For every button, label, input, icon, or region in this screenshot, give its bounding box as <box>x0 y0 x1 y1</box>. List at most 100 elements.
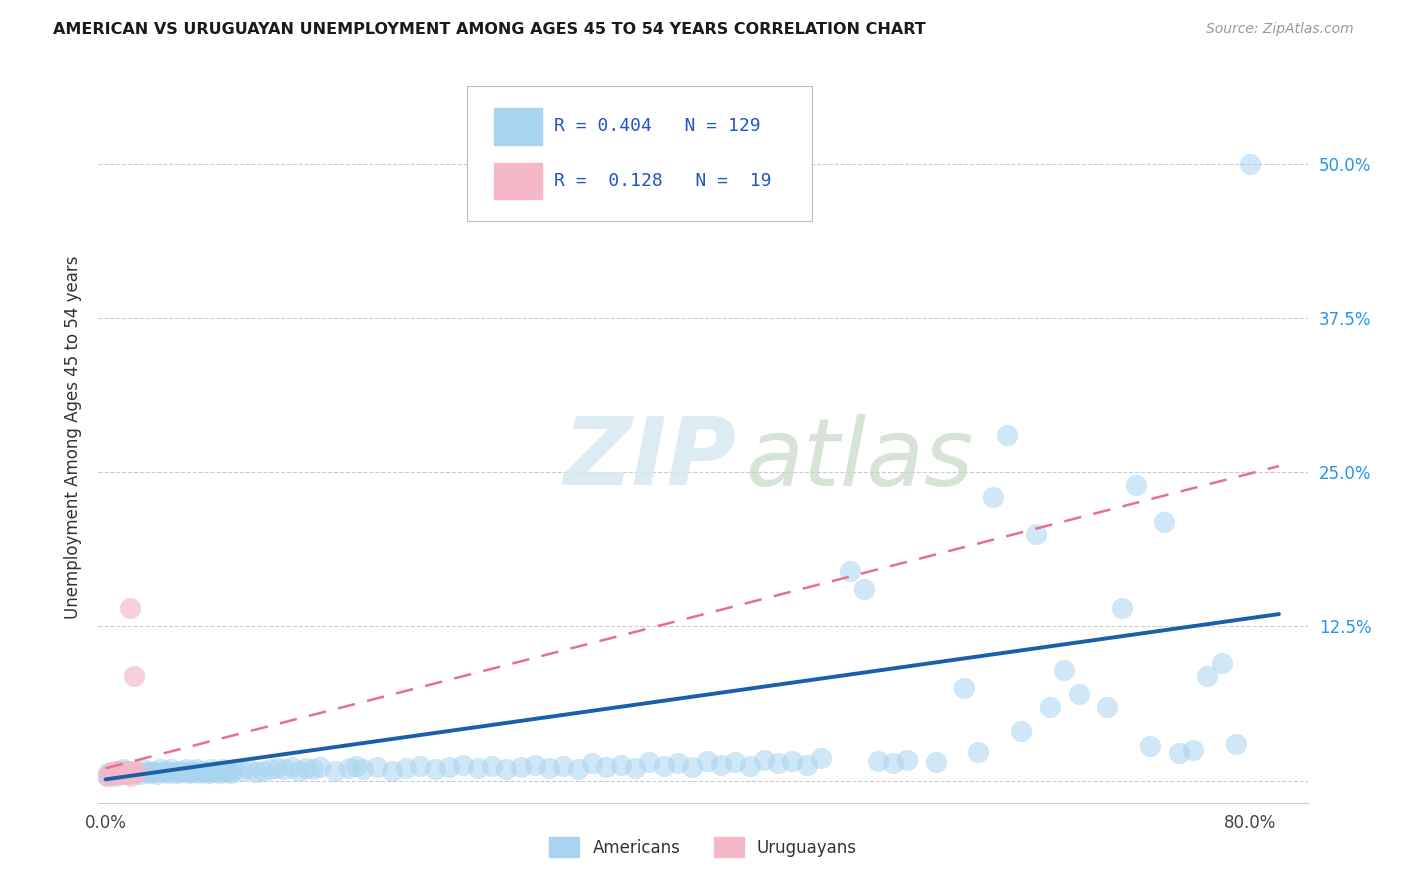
Point <box>105 767 128 781</box>
Point <box>218 764 240 778</box>
Point <box>186 763 208 777</box>
Point <box>538 761 561 775</box>
Point <box>117 764 139 778</box>
Point <box>117 767 139 781</box>
Point <box>337 761 360 775</box>
Point <box>118 601 141 615</box>
Point <box>135 764 157 779</box>
Point <box>509 760 531 774</box>
Point <box>98 767 121 781</box>
Point <box>108 764 131 779</box>
Point <box>1067 687 1090 701</box>
Point <box>120 769 142 783</box>
Point <box>1182 743 1205 757</box>
Text: AMERICAN VS URUGUAYAN UNEMPLOYMENT AMONG AGES 45 TO 54 YEARS CORRELATION CHART: AMERICAN VS URUGUAYAN UNEMPLOYMENT AMONG… <box>53 22 927 37</box>
Point <box>710 757 733 772</box>
Point <box>995 428 1018 442</box>
Point <box>115 764 138 778</box>
Point <box>157 766 180 780</box>
Point <box>681 760 703 774</box>
Point <box>1053 663 1076 677</box>
Point <box>366 760 388 774</box>
Point <box>101 767 124 781</box>
Point <box>302 763 325 777</box>
Point <box>191 764 214 778</box>
Point <box>177 766 200 780</box>
Point <box>344 759 367 773</box>
Point <box>96 769 118 783</box>
Point <box>581 756 603 771</box>
Point <box>724 755 747 769</box>
Point <box>553 759 575 773</box>
Point <box>259 763 281 777</box>
Point <box>188 766 211 780</box>
Text: Source: ZipAtlas.com: Source: ZipAtlas.com <box>1206 22 1354 37</box>
Text: atlas: atlas <box>745 414 973 505</box>
Point <box>172 764 194 779</box>
Point <box>103 766 125 780</box>
FancyBboxPatch shape <box>494 163 543 200</box>
Point <box>125 764 148 779</box>
Point <box>738 759 761 773</box>
Point <box>1025 527 1047 541</box>
Point <box>1125 477 1147 491</box>
Point <box>810 751 832 765</box>
Point <box>1225 737 1247 751</box>
Point <box>212 763 235 777</box>
Point <box>295 761 318 775</box>
Point <box>129 767 152 781</box>
Point <box>453 757 475 772</box>
Point <box>953 681 976 695</box>
Point <box>97 766 120 780</box>
Point <box>152 764 174 779</box>
Point <box>782 754 804 768</box>
Point <box>868 754 890 768</box>
Point <box>409 759 432 773</box>
Point <box>138 766 160 780</box>
Point <box>183 764 205 779</box>
Point <box>423 763 446 777</box>
Point <box>245 764 267 779</box>
Point <box>624 761 647 775</box>
Point <box>287 764 309 778</box>
Point <box>221 766 243 780</box>
Point <box>100 764 122 779</box>
Point <box>838 564 860 578</box>
Point <box>194 764 217 779</box>
Point <box>169 764 191 778</box>
Point <box>111 767 134 781</box>
FancyBboxPatch shape <box>494 108 543 145</box>
Point <box>481 759 503 773</box>
Point <box>231 764 253 778</box>
Point <box>146 767 169 781</box>
Point <box>110 767 132 781</box>
Point <box>174 763 197 777</box>
Point <box>352 763 374 777</box>
Point <box>114 766 136 780</box>
Point <box>896 753 918 767</box>
Point <box>105 764 128 778</box>
Point <box>103 766 125 780</box>
Point <box>120 766 142 780</box>
Point <box>155 764 177 778</box>
Point <box>981 490 1004 504</box>
Y-axis label: Unemployment Among Ages 45 to 54 years: Unemployment Among Ages 45 to 54 years <box>63 255 82 619</box>
Point <box>200 763 222 777</box>
Point <box>967 745 990 759</box>
Point <box>121 764 143 778</box>
Point <box>112 764 135 779</box>
Point <box>160 763 183 777</box>
Text: ZIP: ZIP <box>564 413 737 505</box>
Point <box>924 755 946 769</box>
Point <box>224 763 246 777</box>
Point <box>215 764 238 779</box>
Point <box>163 764 186 779</box>
Point <box>111 763 134 777</box>
Point <box>115 766 138 780</box>
Point <box>122 669 145 683</box>
Point <box>1211 657 1233 671</box>
Point <box>114 767 136 781</box>
Point <box>112 764 135 779</box>
Point <box>523 757 546 772</box>
Point <box>209 766 232 780</box>
